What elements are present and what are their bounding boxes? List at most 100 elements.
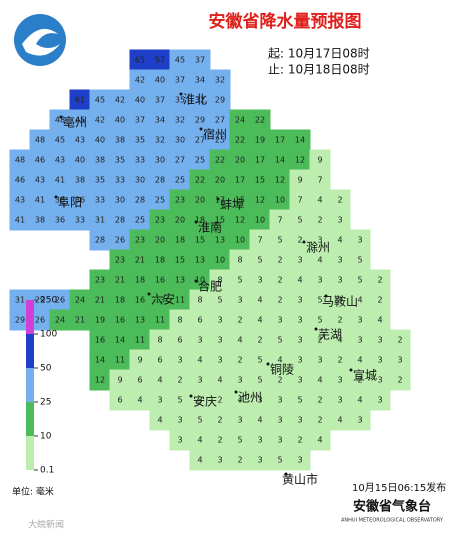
city-label: 宣城 bbox=[353, 368, 377, 383]
grid-value: 24 bbox=[55, 316, 65, 325]
grid-cell bbox=[389, 369, 411, 391]
grid-value: 35 bbox=[175, 96, 185, 105]
grid-value: 3 bbox=[257, 396, 262, 405]
grid-value: 4 bbox=[357, 396, 362, 405]
grid-value: 27 bbox=[215, 116, 225, 125]
grid-value: 5 bbox=[277, 236, 282, 245]
city-label: 马鞍山 bbox=[322, 294, 358, 309]
grid-value: 2 bbox=[377, 276, 382, 285]
title: 安徽省降水量预报图 bbox=[209, 11, 362, 32]
grid-value: 29 bbox=[15, 316, 25, 325]
grid-cell bbox=[309, 429, 331, 451]
grid-value: 29 bbox=[35, 296, 45, 305]
grid-value: 3 bbox=[277, 316, 282, 325]
grid-value: 3 bbox=[177, 416, 182, 425]
grid-value: 11 bbox=[135, 336, 145, 345]
grid-value: 43 bbox=[15, 196, 25, 205]
grid-value: 2 bbox=[257, 336, 262, 345]
grid-value: 22 bbox=[215, 156, 225, 165]
grid-value: 37 bbox=[135, 116, 145, 125]
grid-value: 3 bbox=[197, 376, 202, 385]
grid-value: 3 bbox=[377, 336, 382, 345]
grid-value: 2 bbox=[297, 236, 302, 245]
grid-value: 3 bbox=[377, 396, 382, 405]
grid-value: 5 bbox=[237, 276, 242, 285]
city-label: 合肥 bbox=[198, 279, 222, 294]
grid-value: 19 bbox=[95, 316, 105, 325]
grid-value: 16 bbox=[155, 276, 165, 285]
grid-value: 5 bbox=[357, 276, 362, 285]
grid-value: 2 bbox=[237, 316, 242, 325]
legend-swatch bbox=[26, 368, 34, 402]
city-label: 铜陵 bbox=[270, 362, 294, 377]
legend-swatch bbox=[26, 334, 34, 368]
grid-value: 20 bbox=[195, 196, 205, 205]
legend-swatch bbox=[26, 300, 34, 334]
grid-value: 33 bbox=[115, 176, 125, 185]
grid-value: 5 bbox=[297, 396, 302, 405]
city-dot bbox=[199, 127, 203, 131]
city-label: 六安 bbox=[151, 292, 175, 307]
grid-value: 3 bbox=[177, 356, 182, 365]
grid-value: 32 bbox=[155, 136, 165, 145]
grid-value: 22 bbox=[235, 136, 245, 145]
grid-value: 28 bbox=[155, 176, 165, 185]
city-dot bbox=[302, 240, 306, 244]
grid-value: 12 bbox=[255, 196, 265, 205]
grid-value: 37 bbox=[195, 56, 205, 65]
grid-value: 21 bbox=[115, 276, 125, 285]
grid-value: 13 bbox=[155, 296, 165, 305]
grid-value: 3 bbox=[377, 376, 382, 385]
grid-value: 2 bbox=[217, 436, 222, 445]
grid-value: 5 bbox=[177, 396, 182, 405]
grid-value: 36 bbox=[55, 216, 65, 225]
grid-value: 38 bbox=[115, 136, 125, 145]
grid-value: 13 bbox=[175, 276, 185, 285]
grid-value: 30 bbox=[155, 156, 165, 165]
grid-value: 4 bbox=[197, 356, 202, 365]
grid-value: 61 bbox=[75, 96, 85, 105]
grid-value: 31 bbox=[95, 216, 105, 225]
grid-value: 2 bbox=[277, 296, 282, 305]
grid-value: 4 bbox=[257, 416, 262, 425]
grid-value: 37 bbox=[175, 76, 185, 85]
grid-value: 5 bbox=[317, 316, 322, 325]
grid-value: 18 bbox=[115, 296, 125, 305]
grid-value: 14 bbox=[275, 156, 285, 165]
grid-value: 7 bbox=[317, 176, 322, 185]
city-label: 阜阳 bbox=[58, 196, 82, 210]
grid-value: 15 bbox=[235, 196, 245, 205]
city-dot bbox=[189, 394, 193, 398]
grid-value: 28 bbox=[95, 236, 105, 245]
grid-value: 3 bbox=[277, 396, 282, 405]
grid-value: 9 bbox=[117, 376, 122, 385]
legend-swatch bbox=[26, 402, 34, 436]
grid-value: 5 bbox=[237, 436, 242, 445]
logo-mark bbox=[22, 28, 60, 56]
grid-value: 5 bbox=[197, 416, 202, 425]
grid-value: 2 bbox=[277, 276, 282, 285]
grid-value: 37 bbox=[155, 96, 165, 105]
grid-value: 4 bbox=[197, 456, 202, 465]
grid-value: 30 bbox=[115, 196, 125, 205]
grid-value: 21 bbox=[135, 256, 145, 265]
grid-value: 6 bbox=[117, 396, 122, 405]
grid-value: 3 bbox=[297, 416, 302, 425]
grid-value: 23 bbox=[155, 216, 165, 225]
grid-value: 4 bbox=[297, 276, 302, 285]
grid-value: 2 bbox=[277, 376, 282, 385]
grid-value: 4 bbox=[357, 296, 362, 305]
grid-value: 20 bbox=[155, 236, 165, 245]
grid-value: 46 bbox=[35, 156, 45, 165]
grid-value: 3 bbox=[157, 396, 162, 405]
grid-value: 10 bbox=[235, 236, 245, 245]
grid-value: 48 bbox=[55, 116, 65, 125]
grid-value: 23 bbox=[95, 276, 105, 285]
grid-value: 2 bbox=[337, 356, 342, 365]
grid-value: 7 bbox=[297, 196, 302, 205]
grid-value: 15 bbox=[195, 236, 205, 245]
grid-value: 18 bbox=[175, 236, 185, 245]
grid-value: 4 bbox=[257, 296, 262, 305]
grid-value: 8 bbox=[157, 336, 162, 345]
